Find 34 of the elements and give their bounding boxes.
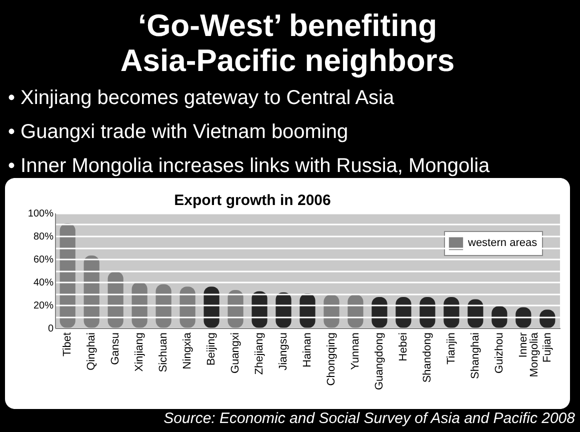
- x-tick-label: Fujian: [541, 332, 554, 362]
- x-tick-label: Jiangsu: [278, 332, 290, 370]
- x-tick-label: Tianjin: [445, 332, 458, 364]
- y-tick-label: 60%: [33, 254, 54, 266]
- x-tick-label: Inner Mongolia: [517, 332, 540, 378]
- x-tick-label: Gansu: [110, 332, 122, 365]
- chart-title: ‘Go-West’ benefiting Asia-Pacific neighbors: [120, 8, 455, 78]
- x-tick-label: Zhejiang: [254, 332, 266, 375]
- x-tick-label: Xinjiang: [134, 332, 146, 372]
- x-tick-label: Beijing: [206, 332, 218, 366]
- x-tick-label: Hebei: [397, 332, 410, 362]
- chart-subtitle: Export growth in 2006: [174, 192, 331, 209]
- legend-label: western areas: [467, 237, 538, 249]
- x-tick-label: Guangdong: [373, 332, 386, 390]
- y-tick-label: 40%: [33, 278, 54, 288]
- x-tick-label: Shandong: [421, 332, 434, 383]
- text: • Guangxi trade with Vietnam booming: [8, 121, 348, 143]
- x-tick-label: Guizhou: [493, 332, 506, 374]
- text: • Xinjiang becomes gateway to Central Asia: [8, 87, 395, 109]
- x-tick-label: Tibet: [62, 332, 74, 357]
- y-tick-label: 0: [48, 324, 54, 334]
- x-tick-label: Hainan: [302, 332, 314, 368]
- text: • Inner Mongolia increases links with Russia, Mongolia: [8, 155, 491, 177]
- x-tick-label: Chongqing: [325, 332, 338, 386]
- x-tick-label: Sichuan: [158, 332, 170, 372]
- x-tick-label: Ningxia: [182, 332, 194, 370]
- source-note: Source: Economic and Social Survey of Asia and Pacific 2008: [164, 410, 576, 427]
- x-tick-label: Shanghai: [469, 332, 482, 379]
- y-tick-label: 80%: [33, 232, 54, 242]
- x-tick-label: Qinghai: [86, 332, 98, 370]
- x-tick-label: Yunnan: [349, 332, 362, 370]
- y-tick-label: 100%: [28, 208, 54, 220]
- y-tick-label: 20%: [33, 300, 54, 312]
- x-tick-label: Guangxi: [230, 332, 242, 374]
